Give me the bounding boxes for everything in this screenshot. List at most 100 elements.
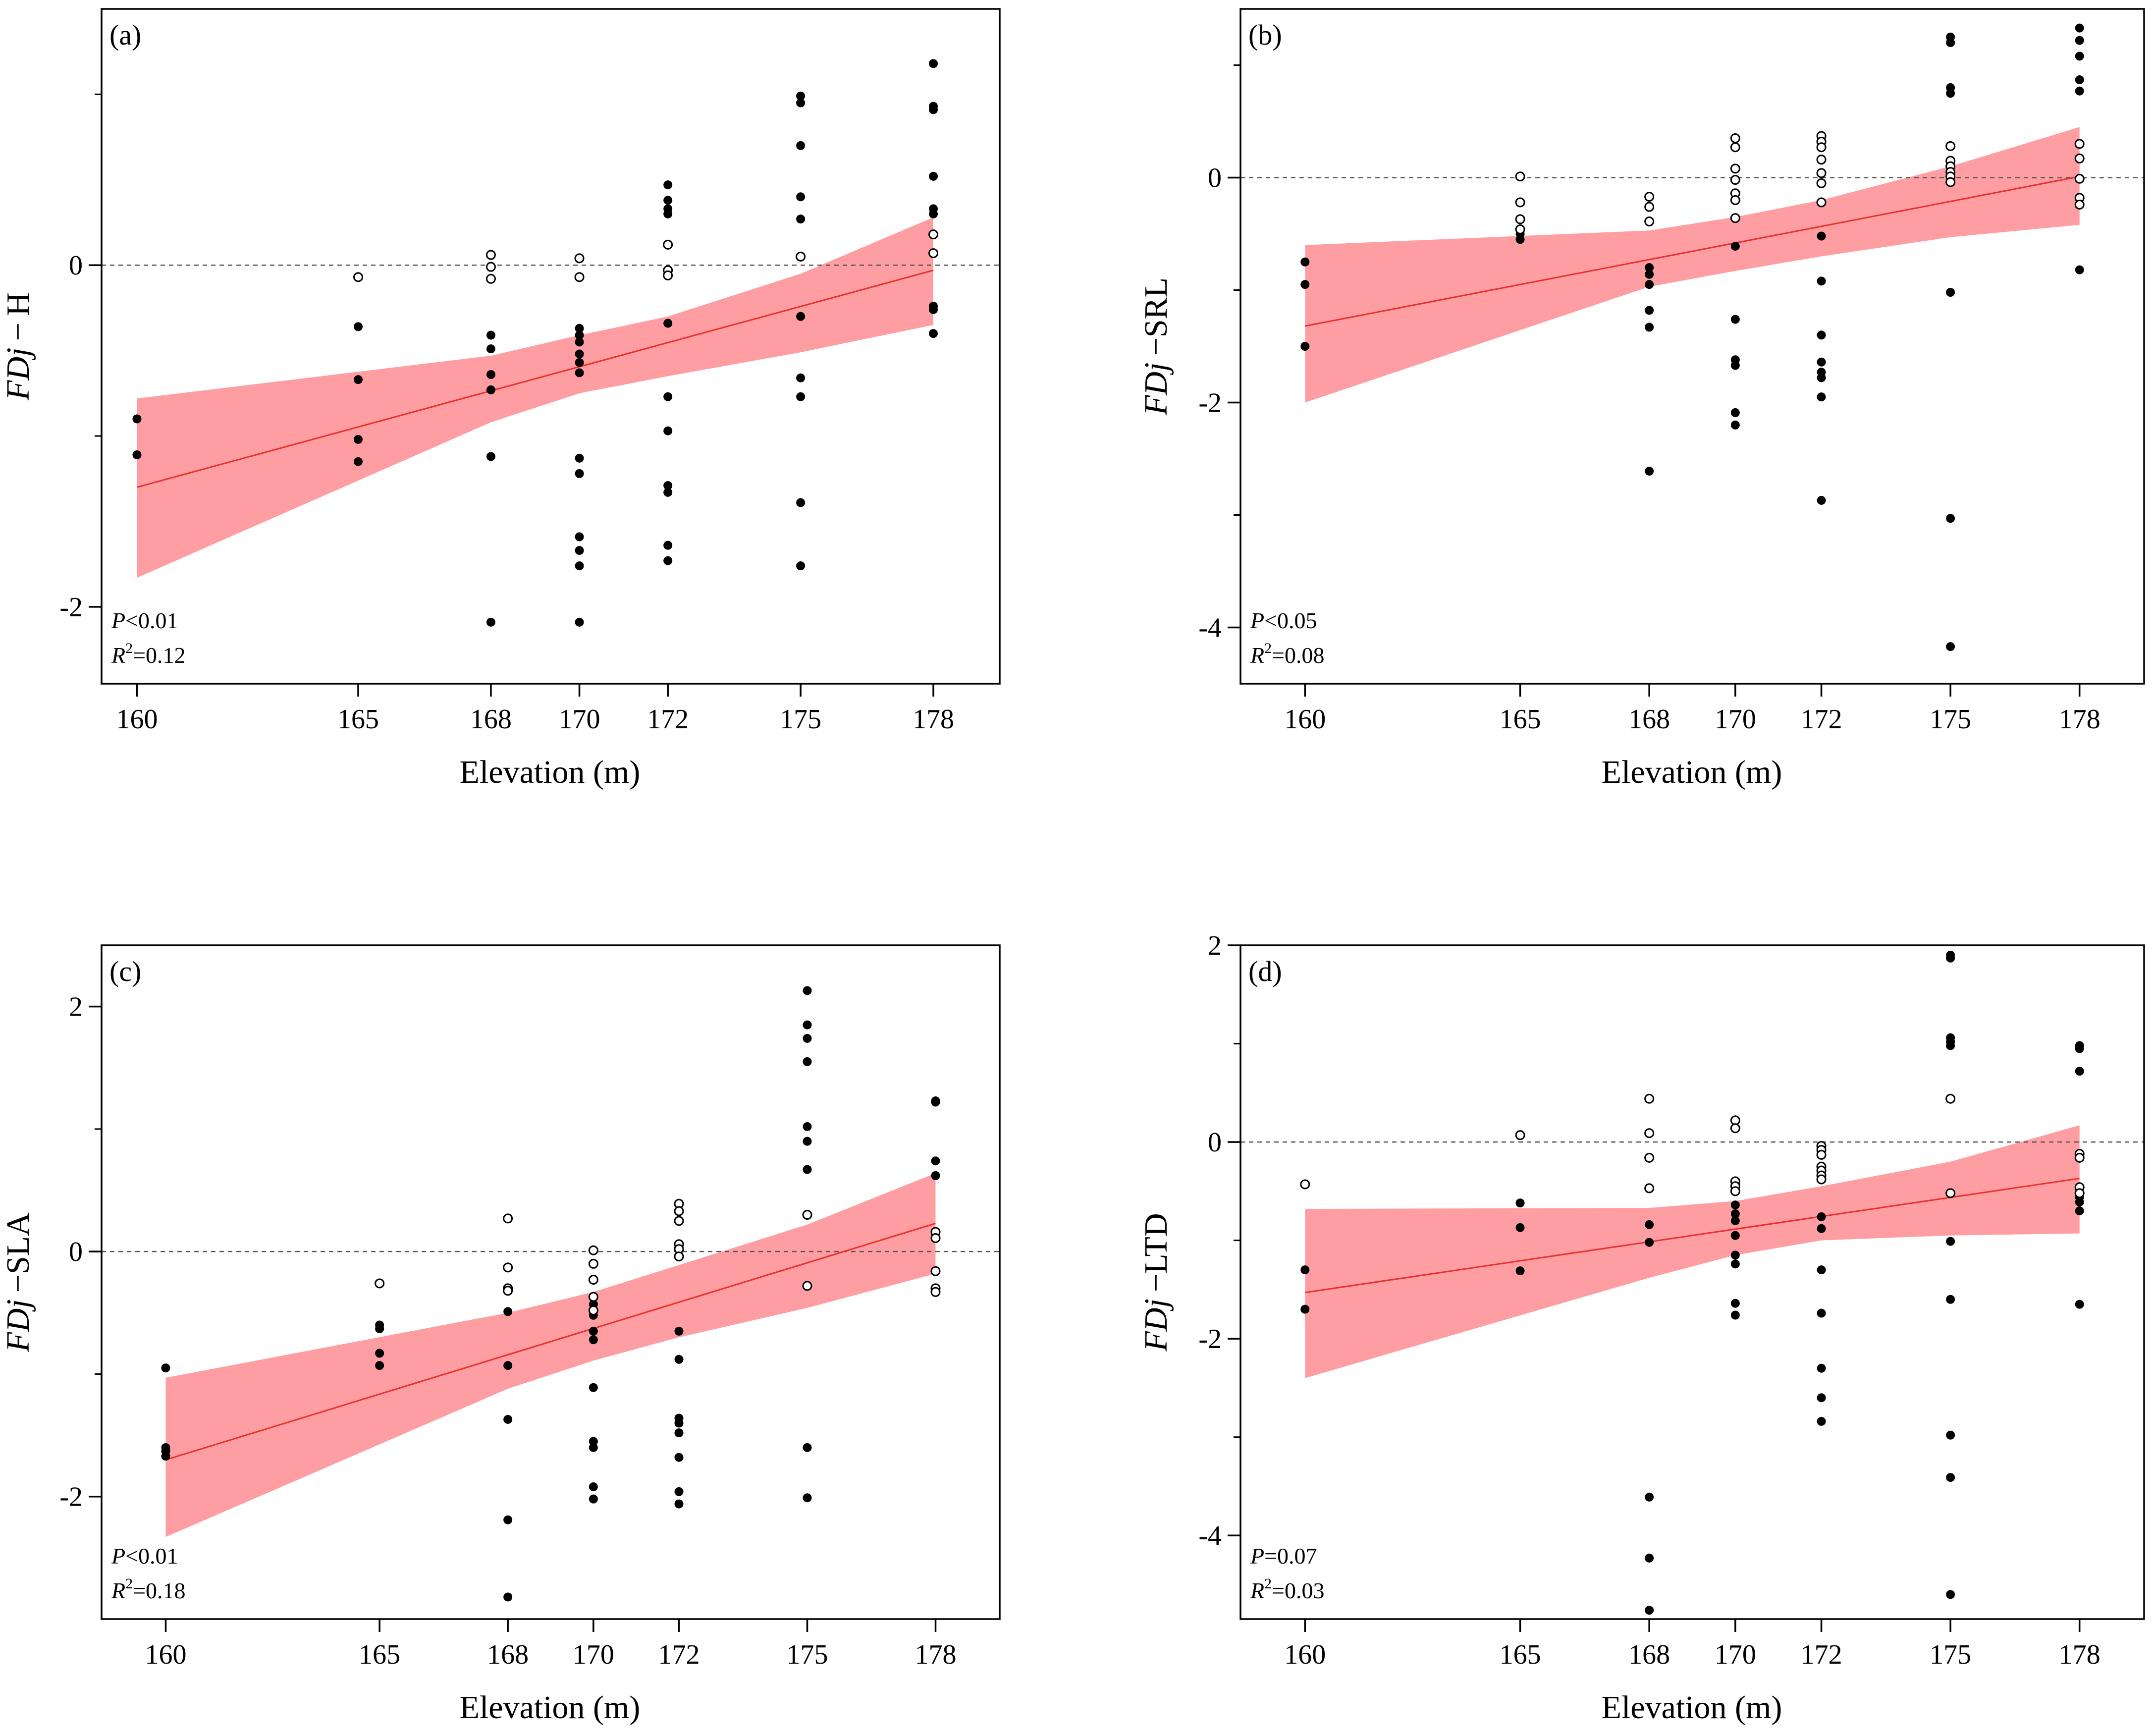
regression-line: [165, 1222, 936, 1461]
data-point-filled: [1817, 1212, 1826, 1221]
stat-p-value: P<0.05: [1250, 608, 1317, 633]
data-point-filled: [929, 171, 938, 181]
data-point-filled: [929, 329, 938, 338]
x-tick-label: 170: [1715, 704, 1756, 735]
data-point-filled: [1817, 373, 1826, 382]
data-point-open: [674, 1251, 684, 1262]
y-tick-label: 2: [1208, 930, 1222, 961]
data-point-open: [1945, 141, 1956, 151]
data-point-filled: [1730, 1200, 1740, 1210]
data-point-open: [1945, 1093, 1956, 1104]
data-point-filled: [1645, 263, 1654, 272]
data-point-filled: [1946, 514, 1955, 523]
data-point-filled: [803, 986, 812, 995]
data-point-filled: [1730, 315, 1740, 324]
data-point-filled: [663, 556, 673, 565]
stat-r-squared: R2=0.12: [111, 640, 186, 668]
data-point-filled: [486, 330, 495, 340]
data-point-filled: [2075, 1197, 2084, 1207]
data-point-open: [503, 1262, 513, 1273]
data-point-open: [588, 1245, 598, 1255]
data-point-open: [375, 1278, 385, 1289]
data-point-filled: [803, 1493, 812, 1503]
data-point-open: [1816, 197, 1827, 208]
data-point-filled: [161, 1452, 170, 1461]
x-tick-label: 175: [1930, 1639, 1971, 1670]
data-point-filled: [1817, 1393, 1826, 1403]
data-point-open: [1816, 168, 1827, 178]
stat-r-squared: R2=0.08: [1250, 640, 1325, 668]
data-point-filled: [1730, 1259, 1740, 1269]
y-tick-label: 0: [1208, 163, 1222, 194]
data-point-filled: [929, 59, 938, 68]
data-point-filled: [354, 322, 363, 331]
x-tick-label: 170: [573, 1639, 614, 1670]
data-point-filled: [1817, 392, 1826, 402]
data-point-filled: [589, 1335, 598, 1345]
data-point-filled: [575, 358, 584, 367]
x-tick-label: 160: [1284, 704, 1326, 735]
data-point-filled: [1946, 1430, 1955, 1440]
chart-panel-d: 160 165 168 170 172 175 178 2 0 -2 -4 (d) Elevation …: [1138, 930, 2145, 1726]
data-point-filled: [931, 1097, 940, 1107]
data-point-filled: [1730, 241, 1740, 251]
data-point-filled: [1730, 1250, 1740, 1260]
data-point-filled: [486, 344, 495, 354]
data-point-open: [930, 1287, 941, 1297]
x-tick-label: 178: [915, 1639, 957, 1670]
data-point-open: [2074, 1188, 2085, 1198]
x-tick-label: 175: [780, 704, 821, 735]
x-tick-label: 172: [658, 1639, 700, 1670]
stat-r-symbol: R: [1250, 643, 1264, 668]
data-point-filled: [575, 561, 584, 571]
data-point-filled: [575, 532, 584, 542]
data-point-filled: [1645, 270, 1654, 279]
data-point-filled: [575, 546, 584, 555]
data-point-filled: [503, 1515, 513, 1524]
y-tick-label: -4: [1198, 1520, 1222, 1551]
data-point-filled: [929, 305, 938, 314]
data-point-filled: [674, 1355, 684, 1364]
data-point-filled: [796, 373, 806, 382]
panel-label: (b): [1248, 19, 1282, 51]
x-tick-label: 160: [145, 1639, 187, 1670]
stat-r-text: =0.08: [1272, 643, 1324, 668]
data-point-open: [503, 1213, 513, 1224]
x-tick-label: 165: [1500, 1639, 1541, 1670]
data-point-open: [1730, 195, 1740, 205]
data-point-filled: [663, 319, 673, 328]
data-point-filled: [2075, 265, 2084, 274]
chart-panel-a: 160 165 168 170 172 175 178 0 -2 (a) Elevation (m)…: [0, 8, 1001, 790]
data-point-open: [1515, 224, 1525, 234]
data-point-filled: [796, 192, 806, 202]
stat-r-squared: R2=0.03: [1250, 1575, 1325, 1603]
stat-p-text: <0.01: [125, 1543, 178, 1569]
data-point-open: [674, 1216, 684, 1226]
stat-r-superscript: 2: [125, 640, 133, 656]
data-point-filled: [503, 1414, 513, 1424]
data-point-filled: [354, 434, 363, 444]
data-point-filled: [1730, 361, 1740, 370]
x-tick-label: 165: [359, 1639, 400, 1670]
data-point-filled: [1817, 1265, 1826, 1275]
panel-label: (c): [109, 955, 141, 987]
data-point-filled: [1730, 1299, 1740, 1308]
data-point-open: [663, 270, 673, 280]
plot-frame: [101, 8, 1001, 685]
data-point-filled: [1946, 89, 1955, 98]
y-axis-label-italic: FDj: [1138, 363, 1174, 416]
data-point-filled: [575, 349, 584, 359]
stat-r-superscript: 2: [1264, 640, 1272, 656]
data-point-filled: [1730, 1216, 1740, 1225]
data-point-filled: [1817, 1416, 1826, 1426]
stat-p-symbol: P: [1250, 608, 1264, 633]
data-point-filled: [575, 469, 584, 478]
data-point-filled: [674, 1453, 684, 1462]
data-point-open: [928, 229, 939, 240]
regression-line: [137, 270, 934, 488]
panel-label: (d): [1248, 955, 1282, 987]
data-point-filled: [663, 426, 673, 435]
x-tick-label: 165: [1500, 704, 1541, 735]
stat-r-symbol: R: [111, 1578, 125, 1603]
